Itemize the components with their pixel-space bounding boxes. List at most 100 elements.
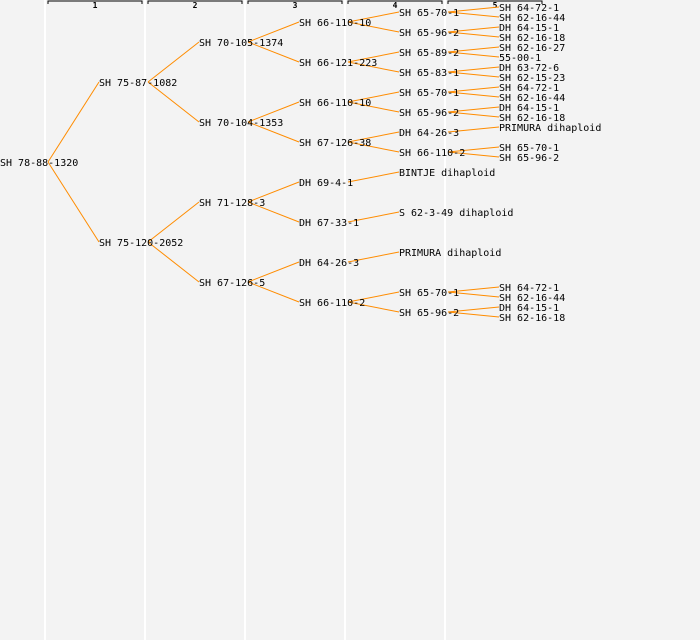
pedigree-node[interactable]: SH 65-89-2	[399, 48, 459, 59]
generation-number: 3	[293, 1, 298, 10]
pedigree-node[interactable]: SH 65-96-2	[399, 28, 459, 39]
pedigree-node[interactable]: DH 63-72-6	[499, 63, 559, 74]
pedigree-edge	[147, 241, 200, 283]
pedigree-node[interactable]: SH 65-96-2	[499, 153, 559, 164]
pedigree-node[interactable]: SH 66-110-10	[299, 98, 371, 109]
pedigree-edge	[447, 46, 500, 53]
pedigree-node[interactable]: DH 64-26-3	[299, 258, 359, 269]
pedigree-node[interactable]: SH 64-72-1	[499, 83, 559, 94]
generation-number: 5	[493, 1, 498, 10]
pedigree-edge	[247, 281, 300, 303]
pedigree-node[interactable]: SH 62-16-27	[499, 43, 565, 54]
pedigree-node[interactable]: DH 64-15-1	[499, 303, 559, 314]
pedigree-node[interactable]: SH 65-70-1	[399, 8, 459, 19]
pedigree-edge	[447, 311, 500, 318]
pedigree-edge	[247, 181, 300, 203]
pedigree-edge	[447, 91, 500, 98]
generation-headers: 1 2 3 4 5	[47, 0, 543, 10]
pedigree-node[interactable]: SH 62-16-44	[499, 13, 565, 24]
pedigree-edge	[347, 291, 400, 303]
pedigree-node[interactable]: SH 62-15-23	[499, 73, 565, 84]
generation-number: 4	[393, 1, 398, 10]
pedigree-node[interactable]: BINTJE dihaploid	[399, 168, 495, 179]
generation-bracket	[47, 0, 143, 4]
pedigree-edge	[447, 6, 500, 13]
pedigree-edge	[47, 161, 100, 243]
pedigree-node[interactable]: SH 71-128-3	[199, 198, 265, 209]
generation-bracket	[347, 0, 443, 4]
generation-bracket	[147, 0, 243, 4]
pedigree-node[interactable]: PRIMURA dihaploid	[499, 123, 601, 134]
pedigree-node[interactable]: SH 67-126-38	[299, 138, 371, 149]
pedigree-node[interactable]: PRIMURA dihaploid	[399, 248, 501, 259]
pedigree-edge	[147, 81, 200, 123]
pedigree-node[interactable]: SH 66-110-2	[399, 148, 465, 159]
pedigree-node[interactable]: SH 70-105-1374	[199, 38, 283, 49]
pedigree-edge	[447, 126, 500, 133]
pedigree-edge	[47, 81, 100, 163]
pedigree-node[interactable]: S 62-3-49 dihaploid	[399, 208, 513, 219]
pedigree-edge	[347, 301, 400, 313]
generation-number: 1	[93, 1, 98, 10]
pedigree-node[interactable]: SH 75-87-1082	[99, 78, 177, 89]
pedigree-edge	[447, 51, 500, 58]
pedigree-edge	[447, 71, 500, 78]
pedigree-edge	[347, 61, 400, 73]
pedigree-edge	[347, 141, 400, 153]
pedigree-edge	[447, 286, 500, 293]
pedigree-node[interactable]: SH 75-120-2052	[99, 238, 183, 249]
pedigree-edge	[347, 51, 400, 63]
pedigree-node[interactable]: SH 62-16-18	[499, 313, 565, 324]
pedigree-edge	[447, 111, 500, 118]
pedigree-edge	[447, 151, 500, 158]
pedigree-edge	[447, 66, 500, 73]
pedigree-node[interactable]: SH 64-72-1	[499, 3, 559, 14]
pedigree-edge	[147, 201, 200, 243]
pedigree-edge	[247, 101, 300, 123]
pedigree-node[interactable]: SH 67-126-5	[199, 278, 265, 289]
pedigree-node[interactable]: DH 67-33-1	[299, 218, 359, 229]
pedigree-node[interactable]: SH 66-110-2	[299, 298, 365, 309]
pedigree-node[interactable]: SH 65-96-2	[399, 308, 459, 319]
pedigree-edge	[447, 291, 500, 298]
pedigree-node[interactable]: SH 66-110-10	[299, 18, 371, 29]
pedigree-node[interactable]: SH 65-70-1	[399, 88, 459, 99]
pedigree-node[interactable]: SH 62-16-18	[499, 113, 565, 124]
generation-bracket	[447, 0, 543, 4]
pedigree-edge	[347, 171, 400, 183]
pedigree-node[interactable]: SH 62-16-44	[499, 93, 565, 104]
column-dividers	[44, 0, 446, 640]
pedigree-edge	[347, 131, 400, 143]
pedigree-node[interactable]: SH 65-70-1	[399, 288, 459, 299]
pedigree-node[interactable]: DH 69-4-1	[299, 178, 353, 189]
pedigree-node[interactable]: SH 65-70-1	[499, 143, 559, 154]
pedigree-edge	[147, 41, 200, 83]
pedigree-edge	[347, 211, 400, 223]
pedigree-node[interactable]: SH 62-16-44	[499, 293, 565, 304]
pedigree-edge	[447, 106, 500, 113]
generation-number: 2	[193, 1, 198, 10]
pedigree-node[interactable]: SH 65-96-2	[399, 108, 459, 119]
pedigree-node[interactable]: SH 65-83-1	[399, 68, 459, 79]
pedigree-node[interactable]: SH 78-88-1320	[0, 158, 78, 169]
pedigree-edge	[247, 121, 300, 143]
pedigree-node[interactable]: DH 64-15-1	[499, 103, 559, 114]
pedigree-edge	[447, 11, 500, 18]
pedigree-edge	[247, 201, 300, 223]
pedigree-edge	[447, 146, 500, 153]
pedigree-node[interactable]: 55-00-1	[499, 53, 541, 64]
pedigree-node[interactable]: SH 66-121-223	[299, 58, 377, 69]
pedigree-edge	[347, 91, 400, 103]
pedigree-edge	[347, 101, 400, 113]
pedigree-edge	[447, 306, 500, 313]
pedigree-node[interactable]: DH 64-15-1	[499, 23, 559, 34]
pedigree-edge	[447, 31, 500, 38]
pedigree-node[interactable]: DH 64-26-3	[399, 128, 459, 139]
pedigree-node[interactable]: SH 70-104-1353	[199, 118, 283, 129]
pedigree-edge	[347, 251, 400, 263]
pedigree-node[interactable]: SH 62-16-18	[499, 33, 565, 44]
pedigree-edge	[447, 86, 500, 93]
pedigree-edge	[347, 11, 400, 23]
pedigree-edge	[247, 261, 300, 283]
pedigree-node[interactable]: SH 64-72-1	[499, 283, 559, 294]
